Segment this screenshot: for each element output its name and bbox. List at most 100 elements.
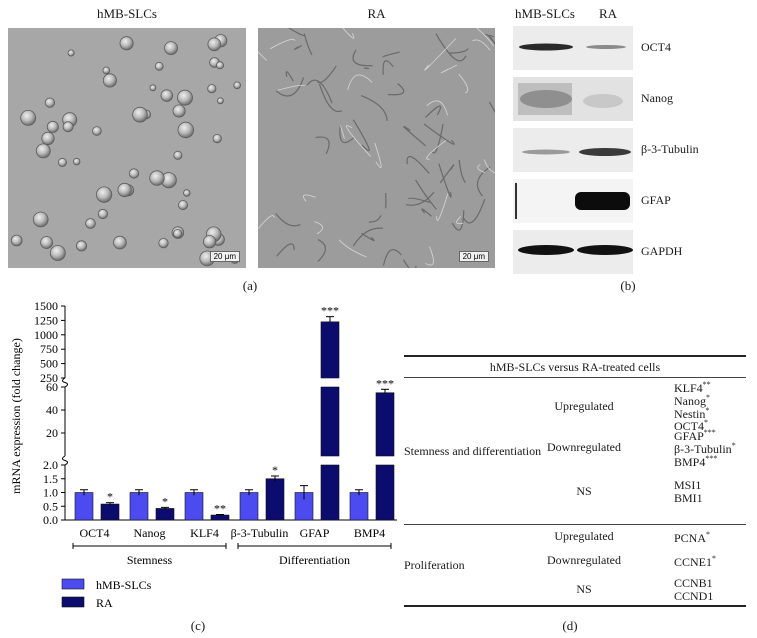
cell-edge <box>451 210 465 231</box>
cell-edge <box>424 105 441 118</box>
gene-summary-table: hMB-SLCs versus RA-treated cells Stemness… <box>404 350 750 610</box>
gene-name: OCT4* <box>674 418 708 434</box>
regulation-label: Upregulated <box>554 529 614 544</box>
cell-sphere <box>20 110 37 126</box>
cell-edge <box>361 232 375 242</box>
significance-mark: *** <box>376 376 394 390</box>
bar-ra <box>100 503 120 521</box>
gene-significance: ** <box>702 380 711 389</box>
cell-edge <box>476 28 494 47</box>
cell-sphere <box>67 49 75 57</box>
blot-label-oct4: OCT4 <box>641 40 671 54</box>
cell-sphere <box>172 104 186 118</box>
axis-break-mark <box>62 377 68 388</box>
bar-ra-upper <box>320 321 340 379</box>
significance-mark: * <box>272 463 278 477</box>
blot-nanog <box>513 77 633 121</box>
cell-sphere <box>212 134 222 144</box>
cell-sphere <box>76 240 88 252</box>
cell-sphere <box>41 131 55 146</box>
group-label: Differentiation <box>279 553 350 567</box>
cell-sphere <box>117 182 132 198</box>
gene-symbol: GFAP <box>674 429 704 443</box>
cell-sphere <box>44 97 56 108</box>
gene-symbol: OCT4 <box>674 419 704 434</box>
micrograph-ra: 20 μm <box>258 28 495 268</box>
cell-edge <box>315 136 330 155</box>
image-title-ra: RA <box>367 6 386 21</box>
blot-label-tubulin: β-3-Tubulin <box>641 142 699 156</box>
cell-sphere <box>49 245 66 261</box>
significance-mark: * <box>162 494 168 508</box>
section-label: Stemness and differentiation <box>404 444 542 458</box>
cell-sphere <box>207 37 222 52</box>
bar-hmb-slcs <box>349 492 369 521</box>
gene-name: Nestin* <box>674 406 709 422</box>
gene-significance: *** <box>703 428 716 437</box>
bar-hmb-slcs <box>74 492 94 521</box>
cell-edge <box>423 123 455 145</box>
cell-sphere <box>46 120 59 133</box>
cell-edge <box>346 125 371 157</box>
blot-label-gapdh: GAPDH <box>641 244 683 258</box>
cell-edge <box>317 239 326 263</box>
gene-symbol: BMP4 <box>674 454 706 469</box>
cell-edge <box>440 64 458 74</box>
cell-edge <box>306 79 333 104</box>
cell-edge <box>421 208 432 217</box>
cell-edge <box>456 216 464 225</box>
section-rule <box>404 605 746 607</box>
cell-edge <box>258 51 268 61</box>
cell-sphere <box>113 235 127 250</box>
cell-sphere <box>158 238 169 249</box>
y-tick-label: 60 <box>46 380 58 394</box>
section-rule <box>404 524 746 525</box>
bar-ra <box>265 478 285 521</box>
regulation-label: NS <box>576 483 592 498</box>
y-tick-label: 1.0 <box>43 486 58 500</box>
cell-edge <box>477 164 485 174</box>
section-label: Proliferation <box>404 558 465 572</box>
cell-sphere <box>160 89 174 102</box>
legend-label: hMB-SLCs <box>96 578 152 592</box>
cell-edge <box>303 194 316 202</box>
cell-sphere <box>102 73 117 88</box>
western-blot: OCT4 Nanog β-3-Tubulin GFAP <box>513 26 753 276</box>
gene-significance: * <box>712 554 717 563</box>
significance-mark: * <box>107 490 113 504</box>
gene-name: GFAP*** <box>674 428 716 444</box>
blot-label-gfap: GFAP <box>641 193 671 207</box>
table-top-rule <box>404 355 746 357</box>
cell-sphere <box>172 229 183 239</box>
blot-nanog-bands <box>513 77 633 121</box>
regulation-label: Upregulated <box>554 398 614 413</box>
y-tick-label: 500 <box>40 357 58 371</box>
y-tick-label: 250 <box>40 371 58 385</box>
gene-symbol: KLF4 <box>674 381 703 395</box>
cell-edge <box>352 227 384 247</box>
cell-sphere <box>154 61 164 71</box>
legend-swatch <box>61 578 85 590</box>
blot-gfap-bands <box>513 179 633 223</box>
cell-edge <box>403 125 427 147</box>
significance-mark: *** <box>321 304 339 318</box>
cell-edge <box>303 33 313 56</box>
panel-letter-c: (c) <box>190 618 206 633</box>
cell-sphere <box>40 236 53 249</box>
cell-edge <box>402 259 417 268</box>
cell-sphere <box>215 61 224 70</box>
gene-significance: * <box>706 530 711 539</box>
image-title-hmb: hMB-SLCs <box>97 6 157 21</box>
blot-label-nanog: Nanog <box>641 91 673 105</box>
cell-edge <box>275 213 301 227</box>
cell-edge <box>436 193 449 221</box>
axis-break-mark <box>62 455 68 466</box>
table-title-rule <box>404 377 746 378</box>
cell-edge <box>269 38 296 50</box>
cell-edge <box>382 51 400 58</box>
blot-col-hmb: hMB-SLCs <box>515 6 575 21</box>
cell-sphere <box>177 121 195 139</box>
cell-sphere <box>183 189 191 197</box>
scale-bar-hmb: 20 μm <box>209 251 240 262</box>
cell-sphere <box>32 211 49 228</box>
